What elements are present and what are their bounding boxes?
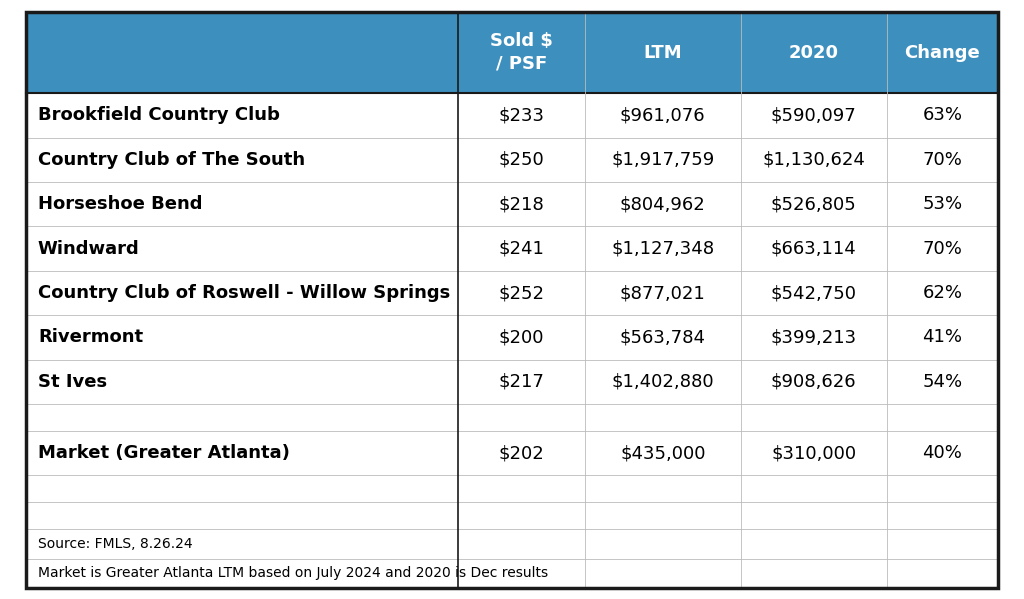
Bar: [26, 12, 998, 93]
Text: 2020: 2020: [788, 44, 839, 62]
Text: $310,000: $310,000: [771, 444, 856, 462]
Text: $218: $218: [499, 195, 545, 213]
Text: Horseshoe Bend: Horseshoe Bend: [38, 195, 203, 213]
Text: $202: $202: [499, 444, 545, 462]
Text: Country Club of The South: Country Club of The South: [38, 151, 305, 169]
Text: $908,626: $908,626: [771, 373, 856, 391]
Text: $1,130,624: $1,130,624: [762, 151, 865, 169]
Text: $217: $217: [499, 373, 545, 391]
Text: $1,917,759: $1,917,759: [611, 151, 715, 169]
Text: 63%: 63%: [923, 106, 963, 125]
Text: $590,097: $590,097: [771, 106, 856, 125]
Text: Brookfield Country Club: Brookfield Country Club: [38, 106, 280, 125]
Text: Market (Greater Atlanta): Market (Greater Atlanta): [38, 444, 290, 462]
Text: Market is Greater Atlanta LTM based on July 2024 and 2020 is Dec results: Market is Greater Atlanta LTM based on J…: [38, 567, 548, 580]
Text: 53%: 53%: [923, 195, 963, 213]
Text: Sold $
/ PSF: Sold $ / PSF: [490, 32, 553, 72]
Text: Change: Change: [904, 44, 980, 62]
Text: $663,114: $663,114: [771, 240, 856, 258]
Text: LTM: LTM: [643, 44, 682, 62]
Text: 54%: 54%: [923, 373, 963, 391]
Text: $233: $233: [499, 106, 545, 125]
Text: $526,805: $526,805: [771, 195, 856, 213]
Text: 70%: 70%: [923, 240, 963, 258]
Text: $877,021: $877,021: [620, 284, 706, 302]
Text: $563,784: $563,784: [620, 328, 706, 346]
Text: Source: FMLS, 8.26.24: Source: FMLS, 8.26.24: [38, 537, 193, 551]
Text: 41%: 41%: [923, 328, 963, 346]
Text: $250: $250: [499, 151, 545, 169]
Text: $399,213: $399,213: [770, 328, 857, 346]
Text: $252: $252: [499, 284, 545, 302]
Text: Country Club of Roswell - Willow Springs: Country Club of Roswell - Willow Springs: [38, 284, 451, 302]
Text: $200: $200: [499, 328, 545, 346]
Text: $542,750: $542,750: [771, 284, 856, 302]
Text: 40%: 40%: [923, 444, 963, 462]
Text: $804,962: $804,962: [620, 195, 706, 213]
Text: 70%: 70%: [923, 151, 963, 169]
Text: Windward: Windward: [38, 240, 139, 258]
Text: $961,076: $961,076: [620, 106, 706, 125]
Text: $435,000: $435,000: [621, 444, 706, 462]
Text: St Ives: St Ives: [38, 373, 108, 391]
Text: $1,127,348: $1,127,348: [611, 240, 715, 258]
Text: $241: $241: [499, 240, 545, 258]
Text: 62%: 62%: [923, 284, 963, 302]
Text: $1,402,880: $1,402,880: [611, 373, 714, 391]
Text: Rivermont: Rivermont: [38, 328, 143, 346]
